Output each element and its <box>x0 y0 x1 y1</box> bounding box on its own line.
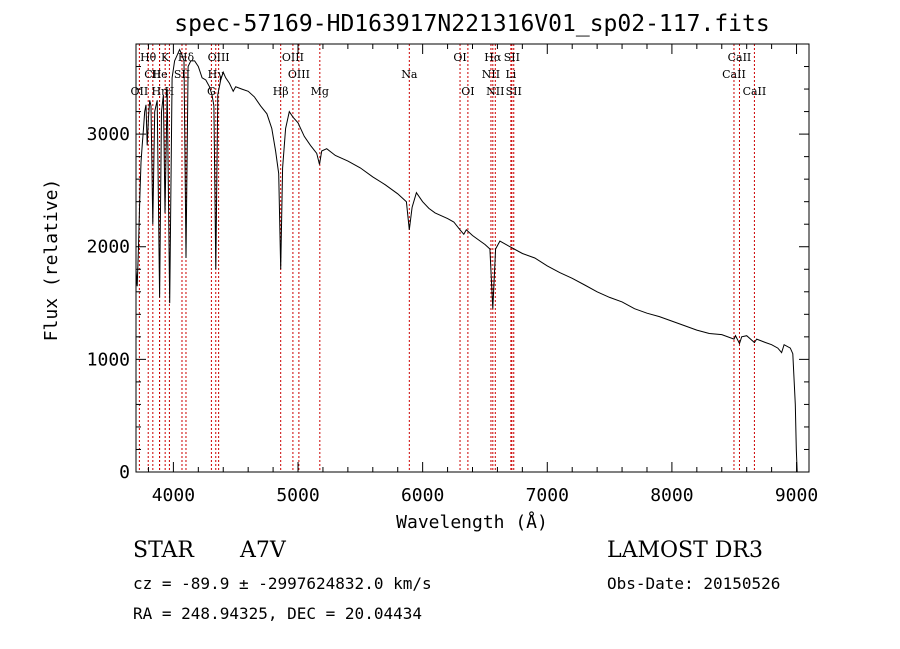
y-tick-label-3: 3000 <box>87 124 130 145</box>
y-tick-label-1: 1000 <box>87 349 130 370</box>
survey-name: LAMOST DR3 <box>607 538 763 563</box>
spectrum-line <box>135 48 798 473</box>
object-type: STAR <box>133 538 194 563</box>
y-axis-ticks: 0 1000 2000 3000 <box>87 43 809 483</box>
line-label-9: OIII <box>208 51 230 64</box>
line-label-22: SII <box>504 51 520 64</box>
y-axis-label: Flux (relative) <box>41 179 62 342</box>
line-label-25: CaII <box>728 51 752 64</box>
axes-frame <box>135 43 810 473</box>
line-label-5: He <box>152 68 168 81</box>
x-tick-label-3: 7000 <box>526 485 569 506</box>
line-label-10: Hγ <box>208 68 225 81</box>
line-label-20: NII <box>482 68 500 81</box>
line-label-17: OI <box>453 51 466 64</box>
x-tick-label-0: 4000 <box>152 485 195 506</box>
x-tick-label-4: 8000 <box>650 485 693 506</box>
y-tick-label-2: 2000 <box>87 237 130 258</box>
spectral-subclass: A7V <box>240 538 286 563</box>
line-label-8: H <box>165 85 175 98</box>
line-label-6: SII <box>174 68 190 81</box>
line-label-0: Hθ <box>140 51 157 64</box>
x-tick-label-5: 9000 <box>775 485 818 506</box>
redshift-readout: cz = -89.9 ± -2997624832.0 km/s <box>133 574 432 593</box>
x-tick-label-2: 6000 <box>401 485 444 506</box>
line-label-21: NII <box>486 85 504 98</box>
x-axis-ticks: 4000 5000 6000 7000 8000 9000 <box>147 44 818 506</box>
line-label-4: K <box>161 51 170 64</box>
line-label-14: OIII <box>288 68 310 81</box>
y-tick-label-0: 0 <box>119 462 130 483</box>
line-label-26: CaII <box>722 68 746 81</box>
line-label-18: OI <box>461 85 474 98</box>
line-label-23: Li <box>505 68 516 81</box>
line-label-15: Mg <box>311 85 329 98</box>
x-tick-label-1: 5000 <box>276 485 319 506</box>
line-label-13: OIII <box>282 51 304 64</box>
line-label-16: Na <box>401 68 418 81</box>
observation-date: Obs-Date: 20150526 <box>607 574 781 593</box>
coordinates: RA = 248.94325, DEC = 20.04434 <box>133 604 422 623</box>
line-label-2: OII <box>131 85 149 98</box>
line-label-12: Hβ <box>273 85 289 98</box>
chart-title: spec-57169-HD163917N221316V01_sp02-117.f… <box>174 11 769 37</box>
line-label-7: Hδ <box>178 51 195 64</box>
spectrum-plot: spec-57169-HD163917N221316V01_sp02-117.f… <box>41 11 818 533</box>
spectral-line-markers <box>138 44 755 472</box>
line-label-1: CII <box>144 68 161 81</box>
x-axis-label: Wavelength (Å) <box>396 511 548 533</box>
line-label-19: Hα <box>484 51 502 64</box>
line-label-24: SII <box>506 85 522 98</box>
line-label-27: CaII <box>743 85 767 98</box>
